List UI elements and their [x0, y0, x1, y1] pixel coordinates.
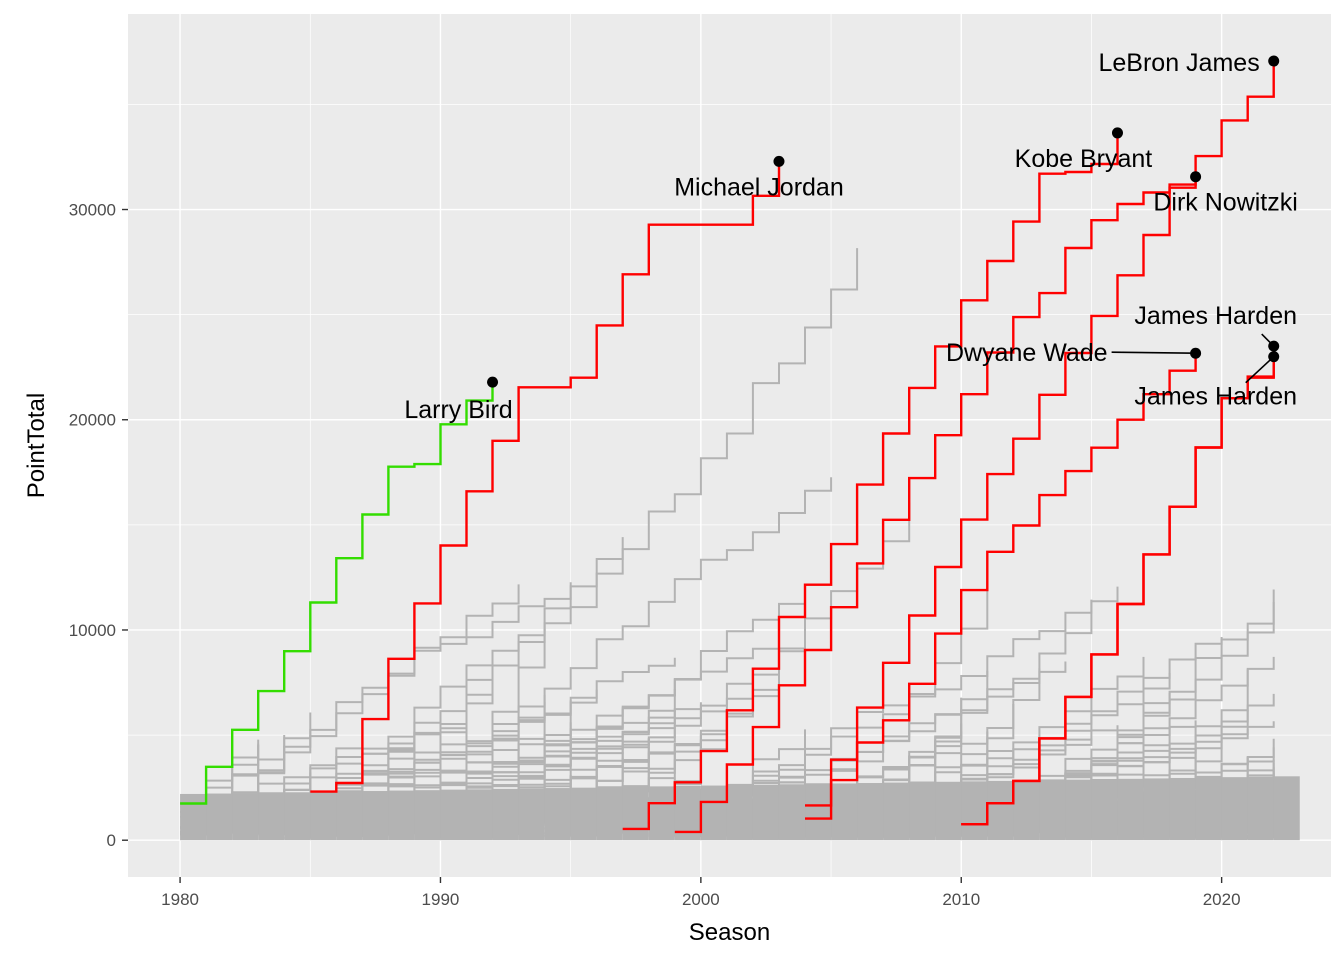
background-low-band [310, 791, 337, 841]
player-label: Dirk Nowitzki [1153, 189, 1297, 217]
background-low-band [258, 792, 285, 841]
player-label: Larry Bird [404, 396, 512, 424]
background-low-band [1013, 780, 1040, 841]
background-low-band [1091, 779, 1118, 841]
y-tick-label: 10000 [69, 621, 116, 640]
background-low-band [987, 780, 1014, 841]
background-low-band [1065, 779, 1092, 841]
background-low-band [726, 785, 753, 841]
series-line [805, 61, 1275, 807]
background-low-band [466, 789, 493, 841]
background-low-band [440, 789, 467, 841]
series-line [622, 132, 1119, 831]
background-low-band [961, 781, 988, 841]
background-low-band [805, 783, 832, 841]
background-player-line [388, 477, 833, 816]
endpoint-marker [773, 155, 785, 167]
label-leader-line [1245, 356, 1275, 384]
plot-panel [128, 14, 1331, 877]
background-low-band [831, 783, 858, 841]
background-low-band [883, 782, 910, 841]
series-line [180, 382, 494, 805]
background-low-band [284, 792, 311, 841]
x-tick-label: 1990 [422, 890, 460, 909]
series-line [674, 176, 1197, 834]
background-low-band [1039, 780, 1066, 841]
series-line [961, 356, 1275, 826]
background-low-band [414, 790, 441, 841]
background-low-band [752, 784, 779, 841]
background-low-band [1143, 778, 1170, 841]
background-player-line [440, 248, 859, 805]
player-label: James Harden [1134, 302, 1297, 330]
background-low-band [857, 783, 884, 841]
x-tick-label: 2000 [682, 890, 720, 909]
label-leader-line [1111, 351, 1196, 355]
background-low-band [492, 788, 519, 841]
background-low-band [518, 788, 545, 841]
grid-minor [128, 14, 1331, 877]
background-low-band [570, 787, 597, 841]
series-line [805, 353, 1197, 820]
endpoint-marker [1268, 351, 1280, 363]
background-low-band [180, 793, 207, 841]
background-low-band [388, 790, 415, 841]
background-low-band [544, 788, 571, 841]
y-axis-title: PointTotal [23, 393, 50, 498]
endpoint-marker [1268, 340, 1280, 352]
background-low-band [232, 793, 259, 841]
background-low-band [336, 791, 363, 841]
endpoint-marker [1268, 55, 1280, 67]
x-axis-ticks: 1980 1990 2000 2010 2020 [161, 877, 1241, 909]
player-label: Dwyane Wade [946, 339, 1108, 367]
x-axis-title: Season [689, 919, 770, 946]
x-tick-label: 2010 [942, 890, 980, 909]
y-tick-label: 30000 [69, 201, 116, 220]
background-low-band [1273, 776, 1300, 841]
y-tick-label: 20000 [69, 411, 116, 430]
series-line [310, 161, 781, 793]
player-labels: LeBron James Kobe Bryant Michael Jordan Dir… [404, 49, 1297, 424]
background-low-band [1117, 778, 1144, 841]
y-axis-ticks: 0 10000 20000 30000 [69, 201, 128, 850]
background-low-band [935, 781, 962, 841]
player-label: Kobe Bryant [1015, 145, 1153, 173]
endpoint-marker [1190, 347, 1202, 359]
endpoint-marker [1111, 127, 1123, 139]
endpoint-marker [487, 376, 499, 388]
endpoint-markers [487, 55, 1280, 388]
background-low-band [596, 787, 623, 841]
background-low-band [622, 786, 649, 841]
background-low-band [909, 782, 936, 841]
x-tick-label: 1980 [161, 890, 199, 909]
player-label: James Harden [1134, 383, 1297, 411]
background-low-band [206, 793, 233, 841]
background-low-band [1247, 776, 1274, 841]
background-low-band [648, 786, 675, 841]
player-label: Michael Jordan [674, 173, 844, 201]
x-tick-label: 2020 [1203, 890, 1241, 909]
background-low-band [362, 791, 389, 841]
background-low-band [1221, 777, 1248, 841]
y-tick-label: 0 [107, 831, 116, 850]
background-low-band [1195, 777, 1222, 841]
background-low-band [1169, 777, 1196, 841]
endpoint-marker [1190, 171, 1202, 183]
highlight-player-lines [180, 61, 1275, 834]
background-low-band [778, 784, 806, 841]
background-low-band [700, 785, 727, 841]
player-label: LeBron James [1099, 49, 1260, 77]
